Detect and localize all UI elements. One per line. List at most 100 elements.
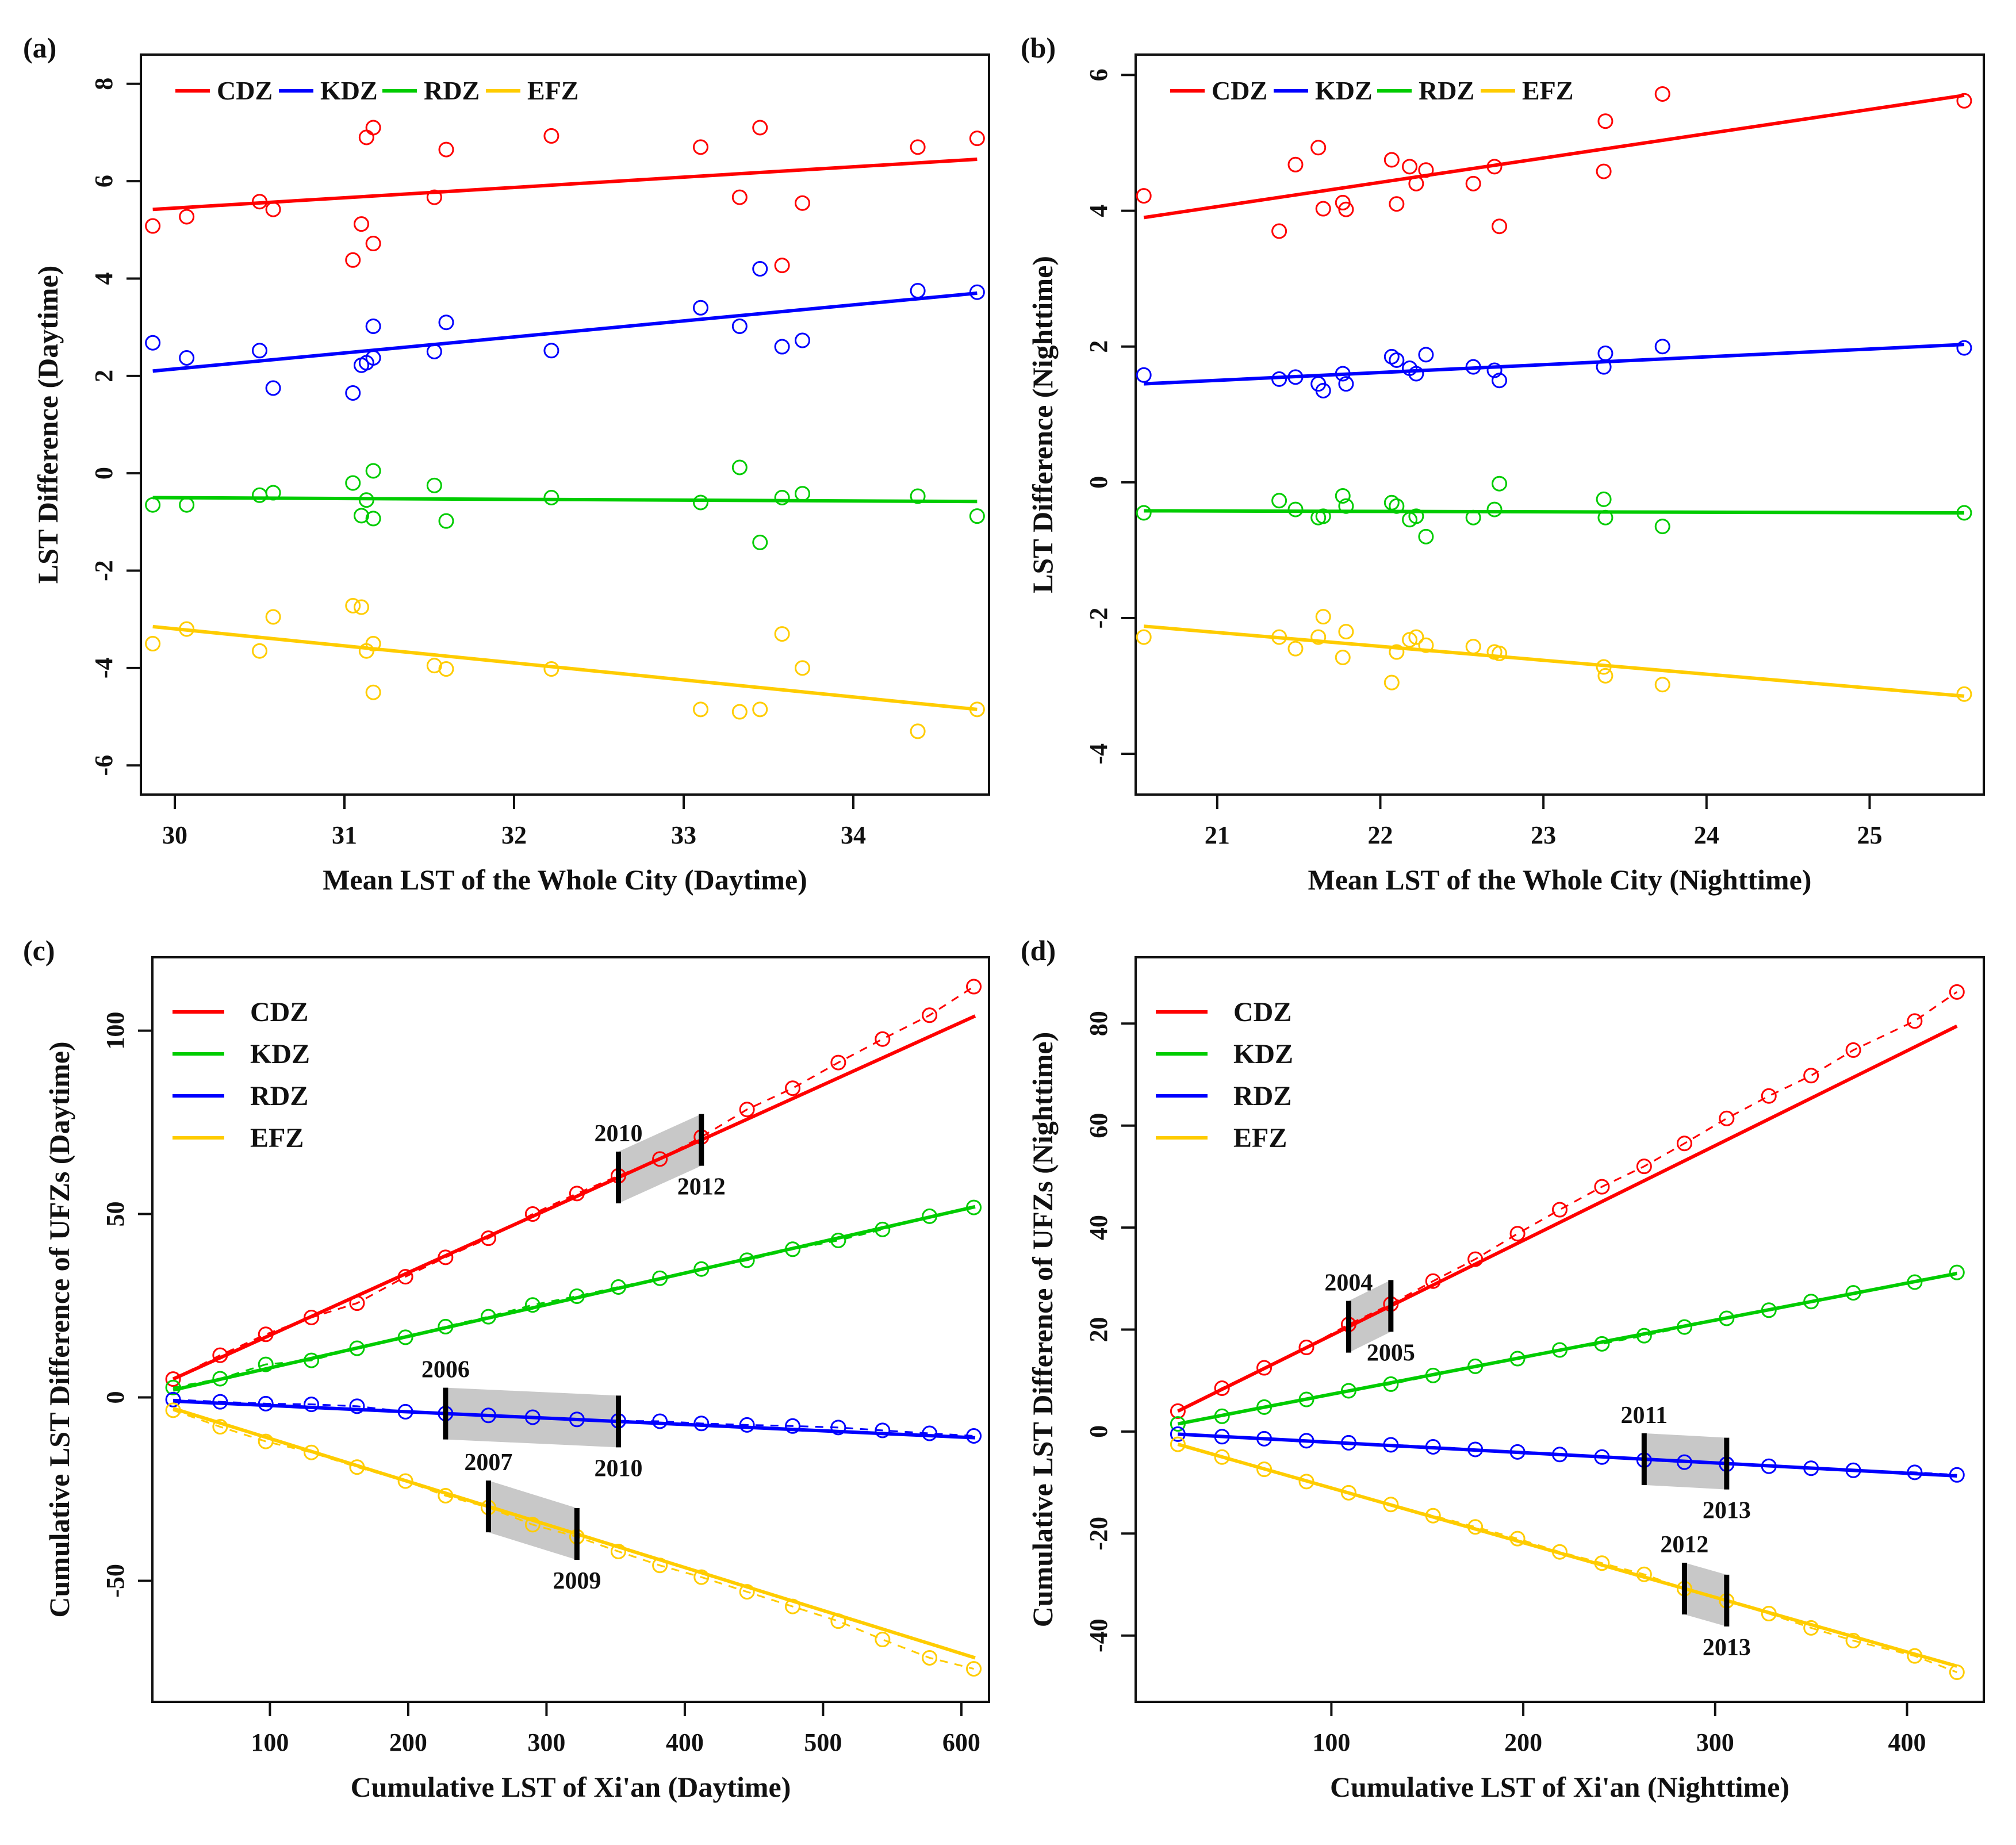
legend-label: CDZ [250, 997, 308, 1027]
data-point [731, 189, 748, 205]
data-point [1287, 369, 1304, 385]
data-point [693, 1569, 710, 1585]
data-point [365, 236, 381, 252]
data-point [145, 218, 161, 234]
data-point [774, 490, 790, 506]
legend-label: CDZ [217, 76, 273, 105]
series-rdz [165, 1391, 982, 1444]
series-dashed-line [1177, 1443, 1957, 1673]
data-point [1136, 505, 1152, 521]
data-point [731, 459, 748, 475]
data-point [179, 209, 195, 225]
x-tick-label: 21 [1205, 821, 1230, 849]
series-fit-line [172, 1014, 976, 1381]
panel-a: (a) 30 31 32 33 34 -6 -4 -2 0 2 4 6 8 Mean LST of the … [23, 32, 990, 896]
data-point [438, 314, 454, 331]
data-point [1298, 1433, 1314, 1449]
y-tick-label: -40 [1084, 1618, 1113, 1652]
breakpoint-year-label: 2009 [553, 1568, 601, 1594]
data-point [1310, 140, 1327, 156]
series-fit-line [1177, 1271, 1957, 1426]
data-point [258, 1356, 274, 1372]
plot-area [1136, 86, 1972, 702]
y-tick-label: 6 [1084, 68, 1113, 81]
data-point [1298, 1391, 1314, 1407]
data-point [349, 1459, 365, 1475]
panel-label: (a) [23, 32, 56, 64]
data-point [910, 488, 926, 504]
breakpoint-year-label: 2004 [1324, 1270, 1373, 1297]
plot-frame [140, 53, 990, 796]
y-tick-label: 20 [1084, 1317, 1113, 1342]
data-point [212, 1371, 228, 1387]
data-point [165, 1391, 181, 1407]
data-point [1338, 376, 1354, 392]
data-point [1552, 1447, 1567, 1463]
data-point [1636, 1328, 1652, 1344]
data-point [1492, 645, 1508, 661]
data-point [165, 1379, 181, 1395]
plot-frame [1135, 53, 1985, 796]
data-point [739, 1102, 755, 1118]
data-point [1315, 382, 1331, 398]
legend-label: RDZ [424, 76, 480, 105]
data-point [1956, 340, 1972, 356]
plot-frame [151, 956, 990, 1703]
y-tick-label: 100 [101, 1012, 129, 1050]
y-tick-label: 2 [90, 370, 118, 382]
data-point [752, 701, 768, 718]
data-point [480, 1230, 496, 1246]
data-point [1310, 629, 1327, 645]
data-point [652, 1558, 668, 1574]
data-point [739, 1417, 755, 1433]
legend-label: KDZ [1233, 1039, 1293, 1069]
data-point [1596, 659, 1612, 675]
panel-label: (b) [1021, 32, 1056, 64]
data-point [1467, 1441, 1484, 1457]
legend-label: RDZ [1419, 76, 1474, 105]
legend-label: RDZ [1233, 1081, 1291, 1111]
x-tick-label: 23 [1531, 821, 1556, 849]
x-tick-label: 400 [1888, 1728, 1926, 1756]
data-point [1383, 348, 1400, 365]
data-point [1654, 519, 1670, 535]
data-point [1492, 475, 1508, 492]
data-point [1271, 629, 1287, 645]
data-point [345, 475, 361, 491]
data-point [543, 343, 559, 359]
data-point [1492, 373, 1508, 389]
data-point [524, 1517, 541, 1533]
series-fit-line [1143, 93, 1965, 220]
y-tick-label: 4 [1084, 205, 1113, 217]
data-point [1383, 494, 1400, 511]
data-point [1425, 1273, 1441, 1289]
data-point [752, 120, 768, 136]
data-point [345, 597, 361, 613]
data-point [1214, 1380, 1230, 1397]
data-point [1383, 1376, 1399, 1392]
x-tick-label: 32 [501, 821, 527, 849]
data-point [1287, 640, 1304, 657]
y-tick-label: 0 [1084, 1425, 1113, 1438]
data-point [1315, 609, 1331, 625]
data-point [480, 1309, 496, 1325]
series-efz [1170, 1436, 1965, 1681]
data-point [426, 189, 442, 205]
data-point [438, 1487, 454, 1503]
data-point [1214, 1429, 1230, 1445]
data-point [543, 128, 559, 144]
data-point [365, 350, 381, 366]
data-point [652, 1151, 668, 1167]
y-tick-label: 8 [90, 78, 118, 90]
data-point [304, 1309, 320, 1325]
x-tick-label: 33 [671, 821, 696, 849]
series-kdz [1170, 1264, 1965, 1432]
data-point [1408, 629, 1424, 645]
breakpoint-year-label: 2005 [1367, 1340, 1415, 1366]
data-point [922, 1425, 938, 1441]
series-fit-line [152, 291, 978, 373]
data-point [1335, 649, 1351, 665]
y-tick-label: 0 [1084, 476, 1113, 489]
data-point [1907, 1464, 1923, 1480]
